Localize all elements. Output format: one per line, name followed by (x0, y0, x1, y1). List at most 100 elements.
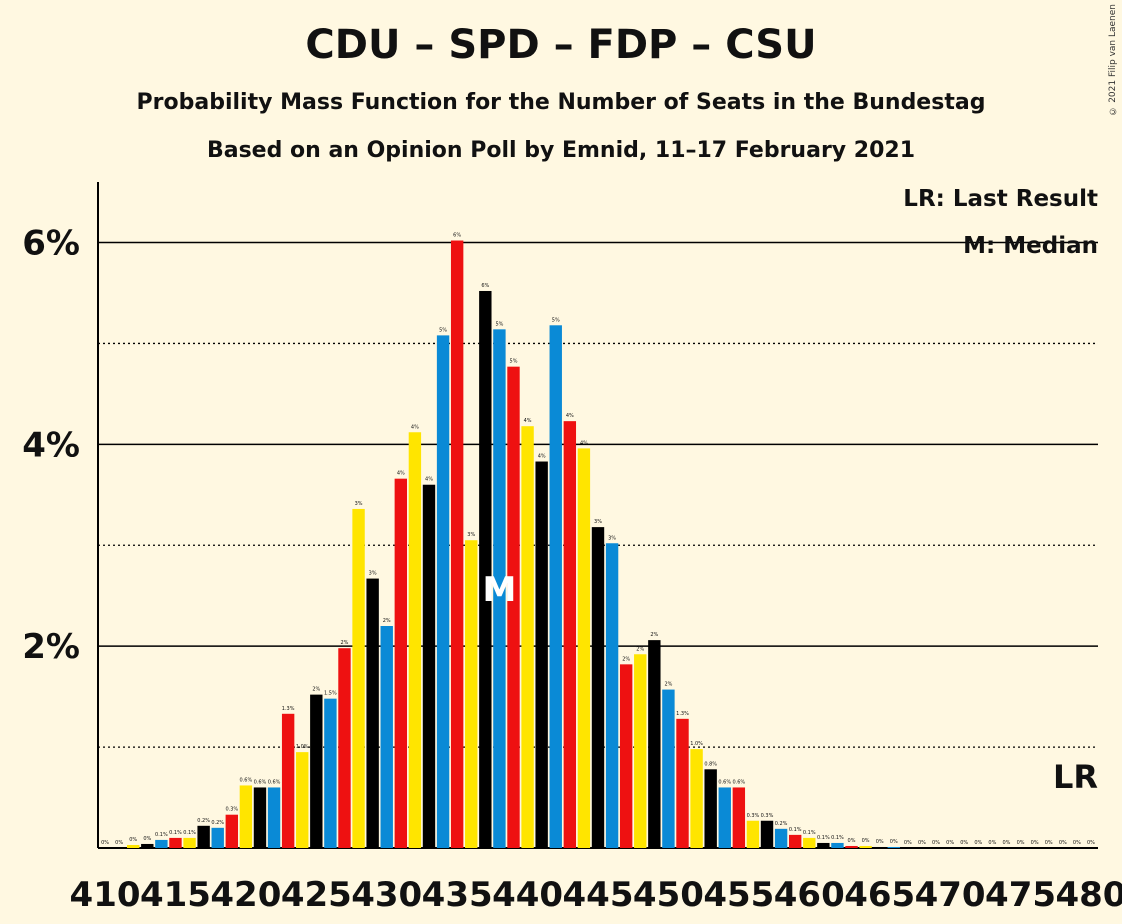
bar-seat-430 (380, 626, 393, 848)
bar-seat-466 (887, 846, 900, 848)
bar-value-label: 0.6% (254, 779, 267, 785)
legend-median: M: Median (963, 233, 1098, 259)
chart-title: CDU – SPD – FDP – CSU (305, 22, 817, 68)
bar-seat-464 (859, 845, 872, 848)
x-tick-label: 440 (492, 875, 563, 915)
bar-seat-422 (267, 787, 281, 848)
median-marker: M (482, 570, 516, 610)
y-tick-label: 4% (22, 425, 80, 465)
bar-value-label: 0% (143, 836, 151, 842)
bar-value-label: 6% (453, 233, 461, 239)
x-tick-label: 465 (844, 875, 915, 915)
x-tick-label: 420 (210, 875, 281, 915)
bar-value-label: 3% (355, 501, 363, 507)
bar-value-label: 0% (1059, 840, 1067, 846)
bar-seat-448 (634, 654, 647, 848)
bar-value-label: 2% (650, 632, 658, 638)
bar-value-label: 0% (974, 840, 982, 846)
bar-seat-459 (788, 834, 802, 848)
bar-value-label: 0% (1031, 840, 1039, 846)
bar-seat-426 (324, 698, 337, 848)
bar-seat-442 (549, 325, 562, 849)
bar-seat-434 (436, 335, 450, 848)
bar-value-label: 0% (1087, 840, 1095, 846)
x-tick-label: 410 (70, 875, 141, 915)
bar-value-label: 4% (411, 424, 419, 430)
bar-seat-435 (450, 240, 464, 848)
bar-value-label: 2% (312, 687, 320, 693)
bar-value-label: 0.6% (718, 779, 731, 785)
bar-value-label: 0% (101, 840, 109, 846)
bar-seat-417 (197, 825, 210, 848)
bar-value-label: 4% (425, 477, 433, 483)
x-tick-label: 480 (1055, 875, 1122, 915)
bar-value-label: 4% (538, 454, 546, 460)
bar-value-label: 0% (1045, 840, 1053, 846)
bar-value-label: 0.3% (225, 807, 238, 813)
bar-seat-447 (619, 664, 633, 848)
bar-value-label: 0% (890, 839, 898, 845)
bar-value-label: 2% (622, 656, 630, 662)
bar-value-label: 5% (495, 321, 503, 327)
x-tick-label: 445 (563, 875, 634, 915)
bar-value-label: 0.1% (183, 830, 196, 836)
bar-value-label: 1.3% (282, 706, 295, 712)
last-result-marker: LR (1053, 758, 1098, 796)
bar-value-label: 0.2% (775, 821, 788, 827)
bar-seat-419 (225, 814, 238, 848)
bar-seat-429 (366, 578, 379, 848)
bar-value-label: 4% (524, 418, 532, 424)
x-tick-label: 430 (351, 875, 422, 915)
bar-value-label: 0.6% (732, 779, 745, 785)
bar-value-label: 0% (848, 838, 856, 844)
bar-value-label: 2% (636, 646, 644, 652)
bar-seat-456 (746, 820, 760, 848)
bar-value-label: 1.3% (676, 711, 689, 717)
bar-seat-441 (535, 461, 548, 848)
x-tick-label: 435 (422, 875, 493, 915)
bar-value-label: 0% (876, 839, 884, 845)
bar-seat-412 (127, 844, 140, 848)
bar-seat-457 (760, 820, 774, 848)
y-tick-label: 2% (22, 627, 80, 667)
bar-seat-461 (817, 842, 830, 848)
bar-seat-455 (732, 787, 746, 848)
bar-seat-451 (676, 718, 689, 848)
bar-value-label: 6% (481, 283, 489, 289)
bar-value-label: 0% (946, 840, 954, 846)
bar-value-label: 0% (988, 840, 996, 846)
bar-seat-439 (507, 366, 520, 848)
bar-value-label: 2% (341, 640, 349, 646)
legend-last-result: LR: Last Result (903, 186, 1098, 212)
x-tick-label: 425 (281, 875, 352, 915)
bar-seat-414 (155, 839, 168, 848)
bar-value-label: 0% (862, 838, 870, 844)
bar-seat-450 (662, 689, 675, 848)
bar-seat-425 (310, 694, 323, 848)
bar-seat-452 (690, 749, 703, 848)
x-tick-label: 415 (140, 875, 211, 915)
bar-value-label: 0.1% (831, 835, 844, 841)
bar-value-label: 4% (580, 440, 588, 446)
bar-value-label: 0.1% (803, 830, 816, 836)
x-tick-label: 455 (703, 875, 774, 915)
x-tick-label: 450 (633, 875, 704, 915)
bar-seat-446 (605, 543, 619, 848)
bar-seat-460 (803, 837, 816, 848)
bar-value-label: 0.1% (169, 830, 182, 836)
bar-seat-458 (774, 828, 788, 848)
bar-seat-436 (465, 540, 478, 848)
bar-value-label: 0% (904, 840, 912, 846)
bar-value-label: 0.1% (817, 835, 830, 841)
x-tick-label: 470 (915, 875, 986, 915)
bar-value-label: 1.0% (296, 744, 309, 750)
bar-value-label: 0.3% (761, 813, 774, 819)
bar-value-label: 1.5% (324, 691, 337, 697)
bar-seat-443 (563, 421, 577, 848)
bar-seat-454 (718, 787, 731, 848)
bar-seat-427 (338, 648, 351, 848)
bar-value-label: 0% (918, 840, 926, 846)
bar-value-label: 3% (467, 532, 475, 538)
bar-value-label: 0% (1073, 840, 1081, 846)
